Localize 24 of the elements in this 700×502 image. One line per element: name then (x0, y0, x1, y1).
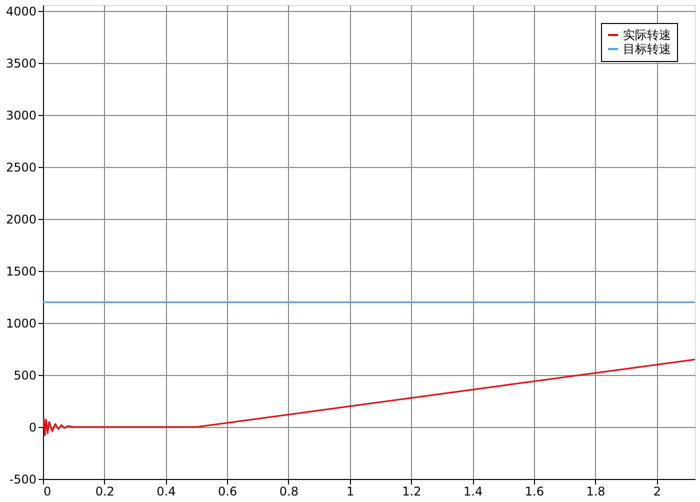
x-tick-label: 0.8 (279, 484, 299, 498)
x-tick-label: 0.4 (156, 484, 176, 498)
x-tick-label: 0 (44, 484, 52, 498)
x-tick-label: 1 (346, 484, 354, 498)
x-tick-label: 1.6 (524, 484, 544, 498)
y-tick-label: 1500 (6, 264, 36, 279)
legend-label: 目标转速 (623, 42, 671, 56)
y-tick-label: 500 (14, 368, 36, 383)
y-tick-label: 0 (28, 420, 36, 435)
y-tick-label: 2000 (6, 212, 36, 227)
x-tick-label: 1.2 (402, 484, 422, 498)
y-tick-label: 3000 (6, 108, 36, 123)
y-tick-label: 4000 (6, 4, 36, 19)
x-tick-label: 0.2 (95, 484, 114, 498)
x-tick-label: 1.8 (586, 484, 606, 498)
x-tick-label: 2 (653, 484, 661, 498)
y-tick-label: -500 (9, 472, 36, 486)
y-tick-label: 1000 (6, 316, 36, 331)
legend-label: 实际转速 (623, 28, 671, 42)
y-tick-label: 3500 (6, 56, 36, 71)
y-tick-label: 2500 (6, 160, 36, 175)
x-tick-label: 0.6 (218, 484, 238, 498)
line-series (43, 358, 695, 436)
x-tick-label: 1.4 (464, 484, 483, 498)
